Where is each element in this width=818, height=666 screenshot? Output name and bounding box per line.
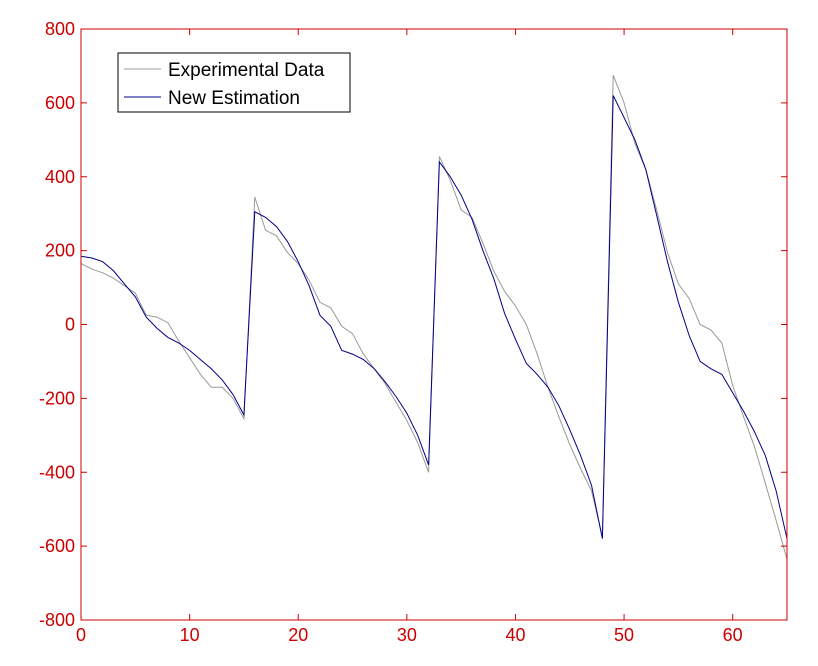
x-tick-label: 0 [76, 625, 86, 645]
x-tick-label: 30 [397, 625, 417, 645]
y-tick-label: 200 [45, 241, 75, 261]
x-tick-label: 20 [288, 625, 308, 645]
legend-label-new-estimation: New Estimation [168, 88, 300, 109]
y-tick-label: 400 [45, 167, 75, 187]
x-tick-label: 60 [723, 625, 743, 645]
y-tick-label: 600 [45, 93, 75, 113]
ticks-layer: 0 10 20 30 40 50 60 -800 -600 -400 -200 0 200 400 600 8… [39, 19, 787, 645]
x-tick-label: 10 [180, 625, 200, 645]
y-tick-label: -800 [39, 610, 75, 630]
x-tick-label: 50 [614, 625, 634, 645]
y-tick-label: 0 [65, 315, 75, 335]
y-tick-label: -400 [39, 462, 75, 482]
series-line-new-estimation [80, 95, 788, 539]
legend-label-experimental-data: Experimental Data [168, 60, 325, 81]
series-layer [80, 75, 788, 560]
y-tick-label: -200 [39, 388, 75, 408]
x-tick-label: 40 [505, 625, 525, 645]
y-tick-label: 800 [45, 19, 75, 39]
y-tick-label: -600 [39, 536, 75, 556]
legend-box [117, 52, 351, 113]
legend: Experimental Data New Estimation [117, 52, 351, 113]
